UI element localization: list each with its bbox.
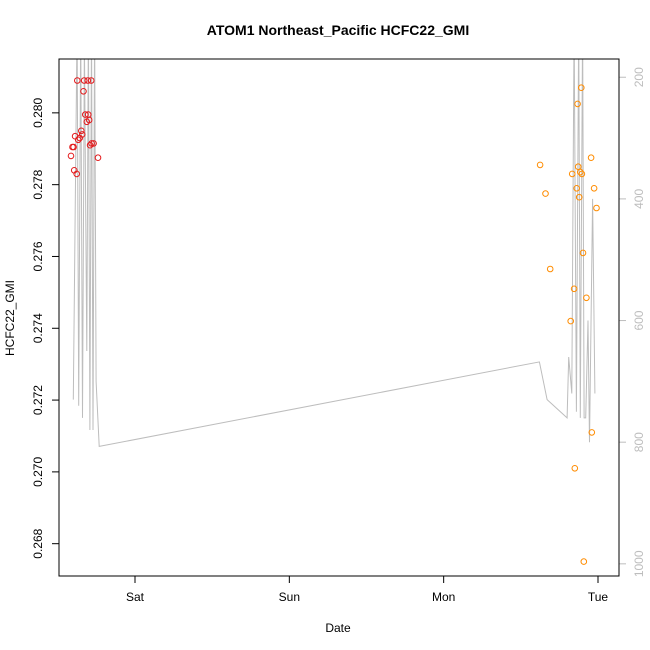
- chart-title: ATOM1 Northeast_Pacific HCFC22_GMI: [207, 22, 469, 38]
- y-axis-label: HCFC22_GMI: [3, 280, 17, 356]
- data-point: [536, 161, 544, 169]
- data-point: [575, 193, 583, 201]
- data-point: [80, 88, 87, 95]
- data-point: [546, 265, 554, 273]
- data-point: [94, 154, 102, 161]
- data-point: [580, 558, 588, 565]
- data-point: [568, 170, 576, 178]
- data-point: [570, 285, 578, 293]
- data-point: [583, 294, 590, 302]
- gray-line-layer: [72, 59, 596, 447]
- data-point: [587, 154, 595, 161]
- data-point: [579, 249, 587, 257]
- data-point: [85, 116, 93, 124]
- right-tick-label: 800: [632, 432, 646, 452]
- x-axis-label: Date: [325, 621, 351, 635]
- data-point: [87, 77, 95, 84]
- data-point: [78, 131, 86, 138]
- right-tick-label: 400: [632, 189, 646, 209]
- data-point: [74, 77, 81, 84]
- y-tick-label: 0.276: [31, 241, 45, 271]
- data-point: [88, 140, 95, 147]
- data-point: [80, 77, 88, 84]
- x-tick-label: Tue: [588, 590, 609, 604]
- data-point: [578, 170, 586, 178]
- right-tick-label: 200: [632, 67, 646, 87]
- data-point: [74, 136, 82, 144]
- y-tick-label: 0.280: [31, 98, 45, 128]
- data-point: [573, 185, 581, 192]
- altitude-line: [72, 59, 596, 447]
- data-point: [82, 111, 89, 118]
- points-layer: [67, 77, 600, 565]
- data-point: [588, 429, 596, 436]
- data-point: [578, 84, 585, 91]
- y-tick-label: 0.272: [31, 385, 45, 415]
- data-point: [590, 185, 598, 192]
- data-point: [70, 143, 77, 151]
- x-tick-label: Sun: [279, 590, 300, 604]
- y-tick-label: 0.278: [31, 169, 45, 199]
- data-point: [574, 100, 581, 108]
- data-point: [542, 190, 549, 197]
- data-point: [73, 170, 80, 178]
- y-tick-label: 0.274: [31, 313, 45, 343]
- data-point: [567, 317, 575, 325]
- y-tick-label: 0.268: [31, 528, 45, 558]
- data-point: [78, 127, 85, 135]
- y-tick-label: 0.270: [31, 457, 45, 487]
- plot-frame: [58, 58, 620, 577]
- data-point: [577, 168, 584, 176]
- data-point: [571, 465, 579, 472]
- data-point: [86, 141, 94, 149]
- right-tick-label: 1000: [632, 550, 646, 577]
- right-tick-label: 600: [632, 310, 646, 330]
- data-point: [90, 140, 97, 147]
- data-point: [67, 152, 75, 160]
- x-tick-label: Sat: [126, 590, 145, 604]
- data-point: [593, 204, 600, 212]
- x-tick-label: Mon: [432, 590, 455, 604]
- data-point: [574, 163, 582, 170]
- data-point: [84, 77, 92, 84]
